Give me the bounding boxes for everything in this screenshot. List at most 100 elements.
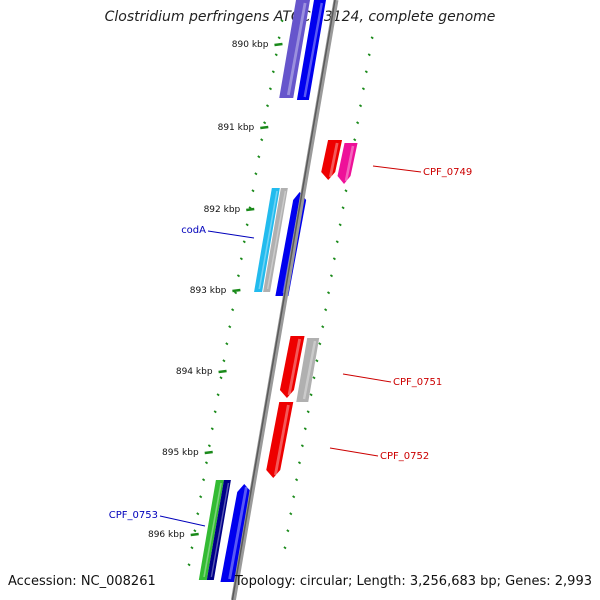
dash-mark: [289, 512, 293, 516]
kbp-tick-mark: [232, 288, 241, 293]
dash-mark: [222, 359, 226, 363]
gene-label-leader: [329, 447, 379, 457]
dash-mark: [236, 274, 241, 278]
dash-mark: [277, 36, 281, 40]
gene-red-0752-body: [266, 402, 294, 478]
dash-mark: [260, 138, 264, 142]
gene-red-0749a: [321, 140, 343, 180]
dash-mark: [341, 206, 345, 210]
dash-mark: [251, 189, 255, 193]
dash-mark: [312, 376, 316, 380]
dash-mark: [306, 410, 310, 414]
dash-mark: [196, 512, 200, 516]
dash-mark: [228, 325, 232, 329]
dash-mark: [207, 444, 211, 448]
dash-mark: [225, 342, 229, 346]
backbone-edge: [231, 0, 336, 600]
accession-text: Accession: NC_008261: [8, 574, 156, 589]
dash-mark: [193, 529, 197, 533]
gene-green-0753-body: [198, 480, 224, 580]
gene-label[interactable]: CPF_0749: [423, 167, 472, 178]
gene-blue-top-shine: [303, 2, 323, 98]
gene-cyan-codA: [254, 188, 280, 292]
dash-mark: [239, 257, 243, 261]
gene-gray-codA-shine: [266, 190, 287, 290]
gene-cyan-codA-body: [254, 188, 280, 292]
gene-navy-0753-body: [206, 480, 231, 580]
dash-mark: [295, 478, 299, 482]
tick-marks: 890 kbp 891 kbp 892 kbp 893 kbp 894 kbp 895 k…: [148, 19, 374, 567]
gene-purple-top-shine: [286, 2, 307, 96]
dash-mark: [213, 410, 217, 414]
gene-purple-top-body: [279, 0, 310, 98]
gene-gray-codA: [263, 188, 288, 292]
gene-navy-0753-shine: [210, 482, 230, 578]
gene-gray-0751-shine: [302, 340, 317, 400]
dash-mark: [234, 291, 238, 295]
dash-mark: [361, 87, 365, 91]
dash-mark: [353, 138, 357, 142]
dash-mark: [315, 359, 319, 363]
kbp-tick-mark: [260, 125, 269, 130]
dash-mark: [199, 495, 203, 499]
dash-mark: [321, 325, 325, 329]
gene-label-leader: [372, 165, 422, 173]
gene-features: [198, 0, 358, 582]
dash-mark: [254, 172, 258, 176]
dash-mark: [231, 308, 235, 312]
gene-red-0751a-shine: [287, 338, 302, 396]
gene-red-0752-shine: [273, 404, 290, 476]
gene-gray-codA-body: [263, 188, 288, 292]
gene-blue-0753: [220, 484, 252, 582]
dash-mark: [210, 427, 214, 431]
gene-label[interactable]: codA: [181, 225, 206, 236]
gene-green-0753: [198, 480, 224, 580]
gene-gray-0751: [296, 338, 320, 402]
dash-mark: [187, 563, 191, 567]
kbp-tick-label: 891 kbp: [218, 123, 255, 133]
dash-mark: [263, 121, 267, 125]
kbp-tick-mark: [246, 207, 255, 212]
gene-red-0749a-body: [321, 140, 343, 180]
genome-summary-text: Topology: circular; Length: 3,256,683 bp…: [234, 574, 592, 589]
dash-mark: [202, 478, 206, 482]
gene-label-leader: [342, 373, 392, 383]
gene-label-leader: [207, 230, 255, 239]
gene-gray-0751-body: [296, 338, 320, 402]
dash-mark: [286, 529, 290, 533]
gene-label[interactable]: CPF_0752: [380, 451, 429, 462]
dash-mark: [329, 274, 334, 278]
kbp-tick-mark: [218, 369, 227, 374]
dash-mark: [292, 495, 296, 499]
gene-cyan-codA-shine: [258, 190, 278, 290]
gene-label[interactable]: CPF_0753: [109, 510, 158, 521]
gene-red-0751a: [279, 336, 305, 398]
dash-mark: [216, 393, 220, 397]
dash-mark: [303, 427, 307, 431]
gene-blue-top-body: [296, 0, 326, 100]
gene-magenta-0749: [337, 143, 358, 184]
gene-blue-0753-shine: [228, 486, 248, 580]
dash-mark: [335, 240, 339, 244]
gene-label[interactable]: CPF_0751: [393, 377, 442, 388]
gene-navy-0753: [206, 480, 231, 580]
dash-mark: [367, 53, 371, 57]
dash-mark: [219, 376, 223, 380]
dash-mark: [190, 546, 194, 550]
kbp-tick-label: 895 kbp: [162, 448, 199, 458]
dash-mark: [271, 70, 275, 74]
gene-label-leader: [159, 515, 206, 527]
dash-mark: [283, 546, 287, 550]
gene-purple-top: [279, 0, 310, 98]
gene-magenta-0749-body: [337, 143, 358, 184]
gene-red-0751a-body: [279, 336, 305, 398]
dash-mark: [327, 291, 331, 295]
dash-mark: [324, 308, 328, 312]
gene-labels: codA CPF_0749 CPF_0751 CPF_0752 CPF_0753: [109, 165, 472, 527]
dash-mark: [338, 223, 342, 227]
dash-mark: [274, 53, 278, 57]
dash-mark: [204, 461, 209, 465]
dash-mark: [266, 104, 270, 108]
